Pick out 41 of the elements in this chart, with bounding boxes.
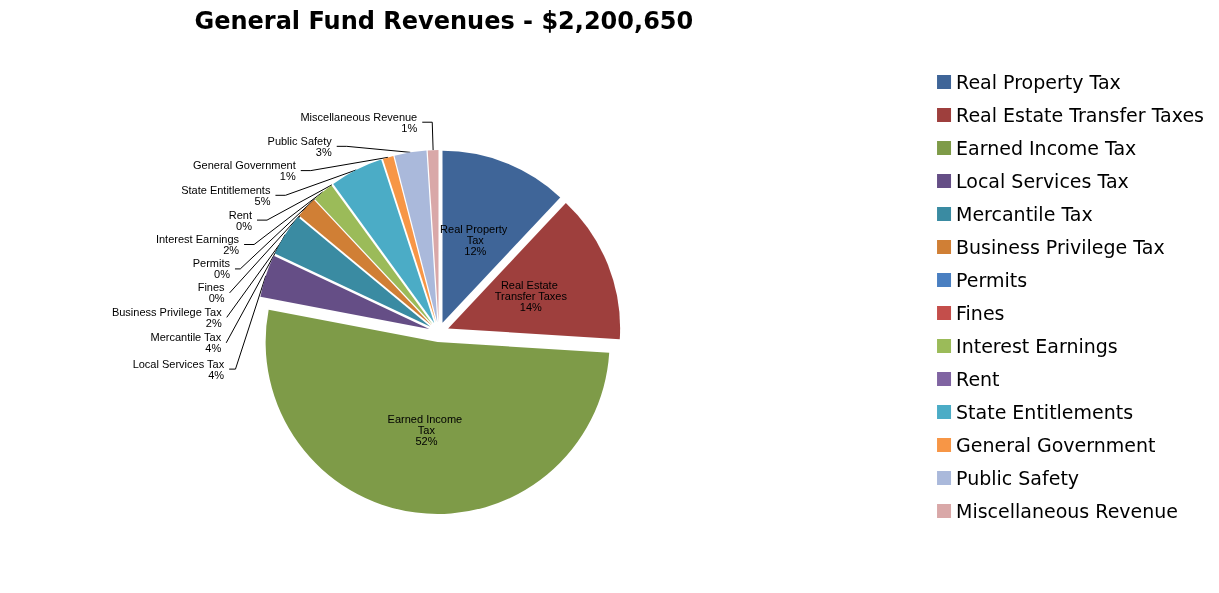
- data-label: 12%: [464, 245, 487, 258]
- text: 0%: [214, 268, 230, 281]
- legend-label: General Government: [956, 434, 1156, 456]
- legend-label: Public Safety: [956, 467, 1080, 489]
- data-label: 4%: [205, 342, 222, 355]
- data-label: 1%: [279, 170, 296, 183]
- data-label: 2%: [223, 244, 240, 256]
- legend-label: Real Estate Transfer Taxes: [956, 104, 1204, 126]
- slice-label: Business Privilege Tax: [111, 305, 223, 318]
- slice-label: State Entitlements: [181, 183, 271, 196]
- legend-label: Business Privilege Tax: [956, 236, 1165, 258]
- data-label: 14%: [519, 300, 543, 313]
- category-label: Permits: [192, 257, 230, 270]
- legend-label: Interest Earnings: [956, 335, 1118, 357]
- legend-label: Real Property Tax: [956, 71, 1121, 93]
- data-label: 2%: [205, 316, 222, 329]
- slice-label: Real Estate Transfer Taxes: [494, 278, 568, 302]
- slice-label: Local Services Tax: [132, 357, 225, 370]
- data-label: 1%: [401, 121, 418, 134]
- legend-label: Earned Income Tax: [956, 137, 1137, 159]
- data-label: 5%: [254, 194, 271, 207]
- slice-label: Interest Earnings: [155, 233, 240, 245]
- slice-label: Earned Income Tax: [387, 413, 466, 437]
- category-label: Rent: [228, 208, 253, 221]
- legend-label: State Entitlements: [956, 401, 1134, 423]
- chart-title: General Fund Revenues - $2,200,650: [194, 7, 694, 35]
- legend-label: Miscellaneous Revenue: [956, 500, 1179, 522]
- text: 0%: [236, 219, 253, 232]
- slice-label: Miscellaneous Revenue: [300, 110, 418, 123]
- legend-label: Local Services Tax: [956, 170, 1129, 192]
- category-label: Fines: [197, 281, 225, 294]
- slice-label: Mercantile Tax: [150, 331, 222, 344]
- data-label: 52%: [415, 435, 438, 448]
- legend-label: Rent: [956, 368, 1000, 390]
- slice-label: General Government: [193, 159, 296, 172]
- slice-label: Public Safety: [267, 134, 333, 147]
- data-label: 4%: [208, 368, 225, 381]
- legend-label: Permits: [956, 269, 1028, 291]
- text: 0%: [208, 292, 225, 305]
- legend-label: Fines: [956, 302, 1005, 324]
- legend-label: Mercantile Tax: [956, 203, 1093, 225]
